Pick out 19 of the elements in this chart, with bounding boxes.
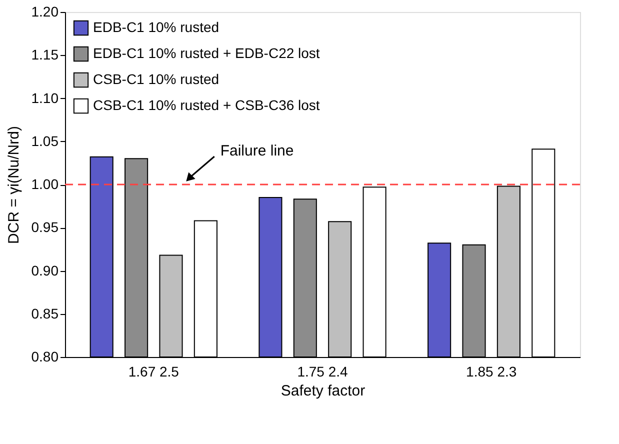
y-axis-title: DCR = γi(Nu/Nrd) [5, 126, 22, 244]
legend-label: EDB-C1 10% rusted [93, 19, 220, 35]
legend-label: EDB-C1 10% rusted + EDB-C22 lost [93, 45, 320, 61]
legend-label: CSB-C1 10% rusted + CSB-C36 lost [93, 97, 320, 113]
y-tick-label: 1.05 [31, 132, 59, 149]
y-tick-label: 0.90 [31, 262, 59, 278]
y-tick-label: 1.15 [31, 46, 59, 63]
y-tick-label: 0.95 [31, 219, 59, 236]
ref-line-label: Failure line [220, 142, 294, 160]
y-tick-label: 0.85 [31, 305, 59, 322]
x-tick-label: 1.67 2.5 [128, 364, 180, 380]
y-tick-label: 1.10 [31, 90, 59, 106]
y-tick-label: 0.80 [31, 348, 59, 364]
x-tick-label: 1.75 2.4 [297, 364, 348, 380]
legend-label: CSB-C1 10% rusted [93, 71, 220, 87]
y-tick-label: 1.00 [31, 176, 59, 192]
y-tick-label: 1.20 [31, 4, 59, 20]
x-tick-label: 1.85 2.3 [466, 364, 517, 380]
x-axis-title: Safety factor [280, 382, 366, 400]
